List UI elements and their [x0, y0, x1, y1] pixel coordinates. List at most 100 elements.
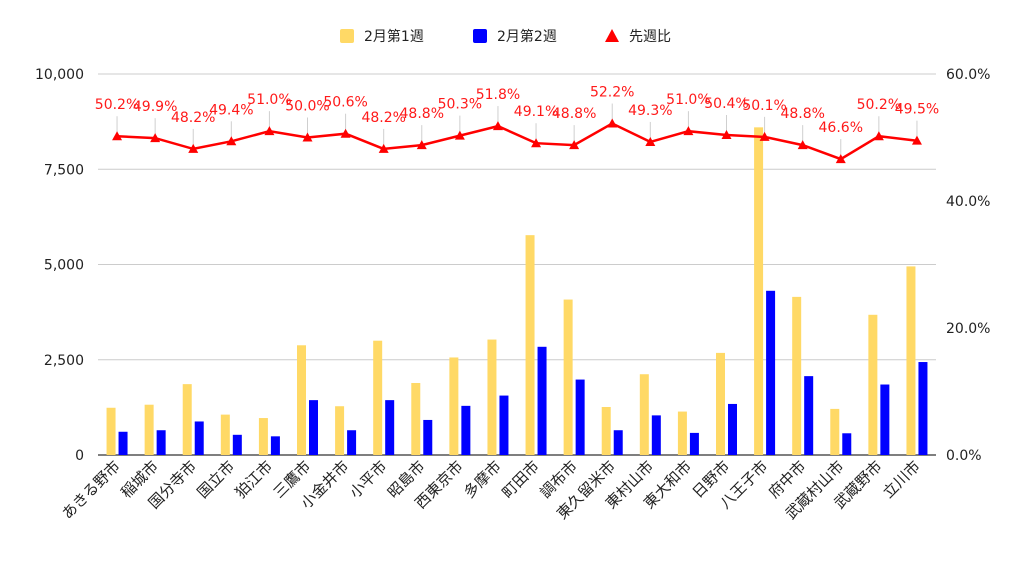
bar-week2: [347, 430, 357, 455]
bar-week2: [575, 379, 585, 455]
bar-week1: [411, 382, 421, 455]
ratio-marker: [150, 133, 161, 143]
ratio-data-label: 49.5%: [895, 102, 939, 118]
bar-week1: [868, 314, 878, 455]
category-label: 多摩市: [460, 457, 505, 502]
bar-week2: [423, 419, 433, 455]
right-tick-label: 60.0%: [946, 67, 990, 83]
bar-week2: [499, 395, 509, 455]
ratio-data-label: 48.8%: [400, 106, 444, 122]
bar-week2: [842, 433, 852, 455]
right-tick-label: 0.0%: [946, 448, 982, 464]
bar-week2: [651, 415, 661, 455]
left-tick-label: 10,000: [35, 67, 84, 83]
ratio-data-label: 51.8%: [476, 87, 520, 103]
ratio-marker: [683, 126, 694, 136]
bar-week2: [689, 432, 699, 455]
ratio-data-label: 50.4%: [704, 96, 748, 112]
ratio-data-label: 48.2%: [361, 110, 405, 126]
left-tick-label: 7,500: [44, 162, 84, 178]
ratio-data-label: 50.2%: [95, 97, 139, 113]
bar-week1: [335, 406, 345, 455]
ratio-data-label: 50.1%: [742, 98, 786, 114]
bar-week1: [297, 345, 306, 455]
ratio-data-label: 49.4%: [209, 102, 253, 118]
bar-week1: [906, 266, 916, 455]
ratio-data-label: 48.8%: [780, 106, 824, 122]
category-label: 国立市: [194, 457, 239, 502]
ratio-marker: [835, 154, 846, 164]
ratio-marker: [226, 136, 237, 146]
ratio-marker: [416, 140, 427, 150]
ratio-line: [116, 122, 918, 161]
ratio-marker: [569, 140, 580, 150]
ratio-data-label: 50.0%: [285, 99, 329, 115]
bar-week1: [677, 411, 687, 455]
ratio-marker: [721, 129, 732, 139]
bar-week2: [194, 421, 204, 455]
ratio-data-label: 48.2%: [171, 110, 215, 126]
bar-week1: [258, 418, 268, 455]
ratio-marker: [188, 143, 199, 153]
ratio-data-label: 48.8%: [552, 106, 596, 122]
ratio-data-label: 49.1%: [514, 104, 558, 120]
left-tick-label: 2,500: [44, 353, 84, 369]
ratio-data-label: 51.0%: [666, 92, 710, 108]
ratio-marker: [378, 143, 389, 153]
ratio-marker: [454, 130, 465, 140]
bar-week2: [880, 384, 890, 455]
ratio-marker: [607, 118, 618, 128]
legend-label: 2月第1週: [364, 28, 424, 45]
ratio-marker: [302, 132, 313, 142]
category-label: 立川市: [879, 457, 924, 502]
right-tick-label: 20.0%: [946, 321, 990, 337]
legend-marker: [605, 29, 619, 42]
ratio-marker: [531, 138, 542, 148]
left-tick-label: 0: [75, 448, 84, 464]
bar-week2: [309, 400, 318, 455]
legend-swatch: [340, 29, 354, 43]
bar-week1: [373, 340, 383, 455]
right-tick-label: 40.0%: [946, 194, 990, 210]
bar-week1: [487, 339, 497, 455]
category-label: 町田市: [498, 457, 543, 502]
bar-week1: [830, 408, 840, 455]
bar-week1: [525, 235, 535, 455]
bar-week2: [461, 405, 471, 455]
bar-week1: [716, 352, 725, 455]
bar-week2: [613, 430, 623, 455]
bar-week1: [220, 414, 230, 455]
bar-week2: [118, 431, 128, 455]
legend-swatch: [473, 29, 487, 43]
ratio-marker: [492, 121, 503, 131]
ratio-data-label: 50.2%: [857, 97, 901, 113]
ratio-marker: [759, 131, 770, 141]
bar-week1: [144, 404, 154, 455]
ratio-marker: [112, 131, 123, 141]
category-label: あきる野市: [58, 457, 124, 523]
ratio-marker: [911, 135, 922, 145]
bar-week1: [449, 357, 459, 455]
ratio-marker: [340, 128, 351, 138]
category-label: 狛江市: [232, 457, 277, 502]
bar-week2: [270, 436, 280, 455]
bar-week2: [156, 430, 166, 455]
left-tick-label: 5,000: [44, 258, 84, 274]
bar-week2: [804, 376, 814, 455]
bar-week2: [537, 346, 547, 455]
ratio-marker: [645, 136, 656, 146]
ratio-marker: [264, 126, 275, 136]
bar-week2: [918, 362, 928, 455]
bar-week2: [728, 403, 737, 455]
ratio-data-label: 49.9%: [133, 99, 177, 115]
ratio-data-label: 51.0%: [247, 92, 291, 108]
legend-label: 2月第2週: [497, 28, 557, 45]
bar-week1: [106, 407, 116, 455]
bar-week2: [766, 290, 776, 455]
ratio-marker: [873, 131, 884, 141]
ratio-marker: [797, 140, 808, 150]
bar-week2: [385, 400, 395, 455]
ratio-data-label: 49.3%: [628, 103, 672, 119]
